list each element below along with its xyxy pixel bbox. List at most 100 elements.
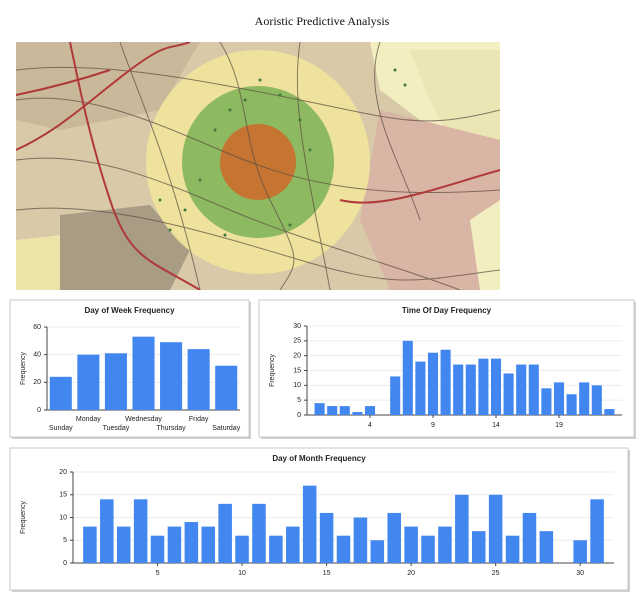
x-tick-label: Sunday: [49, 425, 73, 432]
bar: [160, 342, 183, 410]
bar: [591, 385, 602, 415]
bar: [364, 406, 376, 415]
bar: [327, 406, 338, 415]
x-tick-label: Monday: [76, 416, 101, 423]
bar: [471, 531, 486, 563]
x-tick-label: 25: [492, 570, 500, 577]
bar: [455, 494, 469, 563]
bar: [522, 512, 537, 563]
map: [16, 42, 500, 290]
x-tick-label: Wednesday: [125, 416, 162, 423]
x-tick-label: 30: [576, 570, 584, 577]
bar: [187, 349, 210, 410]
bar: [566, 394, 577, 415]
bar: [516, 364, 527, 415]
bar: [478, 358, 489, 415]
chart-title: Time Of Day Frequency: [402, 306, 492, 315]
y-axis-label: Frequency: [20, 500, 27, 534]
bar: [218, 503, 232, 563]
bar: [604, 409, 615, 415]
page-title: Aoristic Predictive Analysis: [255, 14, 390, 28]
bar: [390, 376, 401, 415]
bar: [465, 364, 476, 415]
bar: [370, 540, 385, 563]
y-tick-label: 10: [293, 382, 301, 389]
x-tick-label: 10: [238, 570, 246, 577]
chart-title: Day of Week Frequency: [84, 306, 175, 315]
bar: [150, 535, 165, 563]
bar: [184, 522, 199, 563]
x-tick-label: 9: [431, 422, 435, 429]
bar: [286, 526, 300, 563]
y-tick-label: 5: [63, 537, 67, 544]
bar: [503, 373, 514, 415]
bar: [573, 540, 587, 563]
bar: [83, 526, 97, 563]
bar: [302, 485, 317, 563]
bar: [132, 336, 155, 410]
bar: [438, 526, 452, 563]
bar: [427, 352, 439, 415]
bar: [553, 382, 565, 415]
y-tick-label: 20: [59, 469, 67, 476]
bar: [104, 353, 127, 410]
y-tick-label: 5: [297, 397, 301, 404]
bar: [336, 535, 351, 563]
y-tick-label: 60: [33, 324, 41, 331]
y-tick-label: 0: [297, 412, 301, 419]
bar: [541, 388, 552, 415]
bar: [539, 531, 554, 563]
bar: [590, 499, 604, 563]
bar: [490, 358, 502, 415]
bar: [352, 412, 363, 415]
bar: [269, 535, 283, 563]
chart-title: Day of Month Frequency: [272, 454, 366, 463]
x-tick-label: 20: [407, 570, 415, 577]
bar: [77, 354, 100, 410]
y-tick-label: 40: [33, 352, 41, 359]
x-tick-label: 15: [323, 570, 331, 577]
bar: [488, 494, 503, 563]
bar: [402, 340, 413, 415]
bar: [252, 503, 266, 563]
bar: [415, 361, 426, 415]
x-tick-label: Thursday: [156, 425, 186, 432]
y-tick-label: 15: [59, 492, 67, 499]
y-tick-label: 20: [293, 353, 301, 360]
y-axis-label: Frequency: [20, 351, 27, 385]
bar: [314, 403, 325, 415]
y-tick-label: 30: [293, 323, 301, 330]
bar: [49, 376, 72, 410]
bar: [404, 526, 418, 563]
bar: [505, 535, 520, 563]
bar: [453, 364, 464, 415]
bar: [339, 406, 350, 415]
x-tick-label: 14: [492, 422, 500, 429]
x-tick-label: 19: [555, 422, 563, 429]
bar: [440, 349, 451, 415]
bar: [421, 535, 435, 563]
bar: [100, 499, 114, 563]
y-tick-label: 0: [37, 407, 41, 414]
x-tick-label: 4: [368, 422, 372, 429]
bar: [201, 526, 216, 563]
bar: [116, 526, 131, 563]
bar: [579, 382, 590, 415]
x-tick-label: Tuesday: [103, 425, 130, 432]
bar: [133, 499, 148, 563]
x-tick-label: Saturday: [212, 425, 241, 432]
bar: [387, 512, 401, 563]
y-tick-label: 10: [59, 514, 67, 521]
y-axis-label: Frequency: [269, 353, 276, 387]
y-tick-label: 15: [293, 367, 301, 374]
x-tick-label: 5: [156, 570, 160, 577]
bar: [528, 364, 539, 415]
y-tick-label: 0: [63, 560, 67, 567]
bar: [215, 365, 238, 410]
x-tick-label: Friday: [189, 416, 209, 423]
y-tick-label: 20: [33, 379, 41, 386]
y-tick-label: 25: [293, 338, 301, 345]
bar: [319, 512, 334, 563]
bar: [353, 517, 368, 563]
